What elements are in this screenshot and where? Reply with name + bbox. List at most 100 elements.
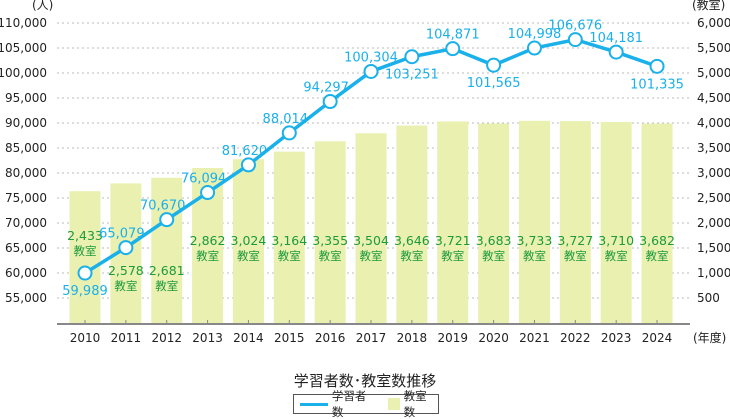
line-point [240, 157, 256, 173]
y-tick-right: 1,000 [697, 266, 730, 280]
line-point [77, 265, 93, 281]
line-value-label: 76,094 [181, 172, 227, 187]
y-tick-left: 100,000 [0, 66, 47, 80]
x-tick-label: 2011 [111, 331, 142, 345]
line-value-label: 101,335 [630, 77, 684, 92]
bar-value-label: 3,504 [353, 233, 389, 248]
x-axis-label: (年度) [693, 330, 726, 345]
bar-value-label: 3,733 [517, 233, 553, 248]
bar-value-label: 3,024 [231, 233, 267, 248]
y-tick-right: 2,000 [697, 216, 730, 230]
x-tick-label: 2016 [315, 331, 346, 345]
y-tick-left: 110,000 [0, 16, 47, 30]
bar [232, 159, 264, 323]
bar-value-label: 2,433 [67, 228, 103, 243]
legend: 学習者数 教室数 [293, 389, 439, 419]
line-value-label: 94,297 [303, 81, 349, 96]
bar-value-label: 3,683 [476, 233, 512, 248]
y-tick-left: 95,000 [5, 91, 47, 105]
line-point [281, 125, 297, 141]
bar-unit-label: 教室 [564, 249, 587, 263]
y-tick-right: 5,500 [697, 41, 730, 55]
line-value-label: 81,620 [222, 144, 268, 159]
bar-unit-label: 教室 [605, 249, 628, 263]
bar-unit-label: 教室 [441, 249, 464, 263]
chart-svg: 55,000 500 60,000 1,000 65,000 1,500 70,000 2,0… [0, 0, 730, 345]
line-point [649, 58, 665, 74]
bar-value-label: 3,164 [271, 233, 307, 248]
line-point [200, 185, 216, 201]
y-tick-right: 6,000 [697, 16, 730, 30]
y-tick-right: 2,500 [697, 191, 730, 205]
x-tick-label: 2019 [437, 331, 468, 345]
y-tick-left: 65,000 [5, 241, 47, 255]
y-tick-right: 3,000 [697, 166, 730, 180]
line-point [363, 63, 379, 79]
bar [396, 125, 428, 323]
x-tick-label: 2024 [642, 331, 673, 345]
bar-value-label: 2,862 [190, 233, 226, 248]
bar-unit-label: 教室 [360, 249, 383, 263]
line-value-label: 100,304 [344, 50, 398, 65]
bar-value-label: 3,721 [435, 233, 471, 248]
line-point [608, 44, 624, 60]
bar-unit-label: 教室 [400, 249, 423, 263]
bar-unit-label: 教室 [319, 249, 342, 263]
legend-label-classrooms: 教室数 [403, 389, 427, 419]
x-tick-label: 2022 [560, 331, 591, 345]
bar-unit-label: 教室 [646, 249, 669, 263]
bar [151, 177, 183, 323]
bar [559, 121, 591, 323]
x-tick-label: 2015 [274, 331, 305, 345]
y-tick-left: 60,000 [5, 266, 47, 280]
x-tick-label: 2018 [397, 331, 428, 345]
bar [518, 120, 550, 323]
line-point [486, 57, 502, 73]
bar-unit-label: 教室 [482, 249, 505, 263]
bar-value-label: 2,578 [108, 263, 144, 278]
line-value-label: 70,670 [140, 199, 186, 214]
y-tick-right: 3,500 [697, 141, 730, 155]
bar-unit-label: 教室 [237, 249, 260, 263]
y-tick-right: 4,000 [697, 116, 730, 130]
bar-value-label: 3,710 [598, 233, 634, 248]
bar-value-label: 2,681 [149, 263, 185, 278]
y-axis-label-left: (人) [32, 0, 53, 12]
bar [355, 133, 387, 323]
line-value-label: 106,676 [548, 19, 602, 34]
bar-value-label: 3,646 [394, 233, 430, 248]
bar [478, 123, 510, 323]
x-tick-label: 2021 [519, 331, 550, 345]
line-value-label: 103,251 [385, 68, 439, 83]
line-value-label: 65,079 [99, 227, 145, 242]
bar [69, 191, 101, 323]
bar-unit-label: 教室 [155, 279, 178, 293]
y-tick-left: 85,000 [5, 141, 47, 155]
legend-bar-swatch [387, 398, 400, 410]
bar [437, 121, 469, 323]
line-point [526, 40, 542, 56]
x-tick-label: 2023 [601, 331, 632, 345]
bar [600, 122, 632, 324]
bar [273, 151, 305, 323]
y-tick-left: 80,000 [5, 166, 47, 180]
x-tick-label: 2010 [70, 331, 101, 345]
bar-value-label: 3,682 [639, 233, 675, 248]
y-tick-left: 75,000 [5, 191, 47, 205]
y-tick-left: 90,000 [5, 116, 47, 130]
y-tick-right: 1,500 [697, 241, 730, 255]
bar-unit-label: 教室 [523, 249, 546, 263]
bar-value-label: 3,727 [557, 233, 593, 248]
x-tick-label: 2014 [233, 331, 264, 345]
x-tick-label: 2012 [151, 331, 182, 345]
line-point [322, 94, 338, 110]
legend-line-swatch [300, 402, 328, 406]
x-tick-label: 2017 [356, 331, 387, 345]
line-value-label: 101,565 [467, 76, 521, 91]
y-tick-left: 55,000 [5, 291, 47, 305]
line-point [567, 32, 583, 48]
bar-unit-label: 教室 [74, 244, 97, 258]
chart-title: 学習者数･教室数推移 [293, 372, 437, 390]
line-value-label: 104,998 [508, 27, 562, 42]
